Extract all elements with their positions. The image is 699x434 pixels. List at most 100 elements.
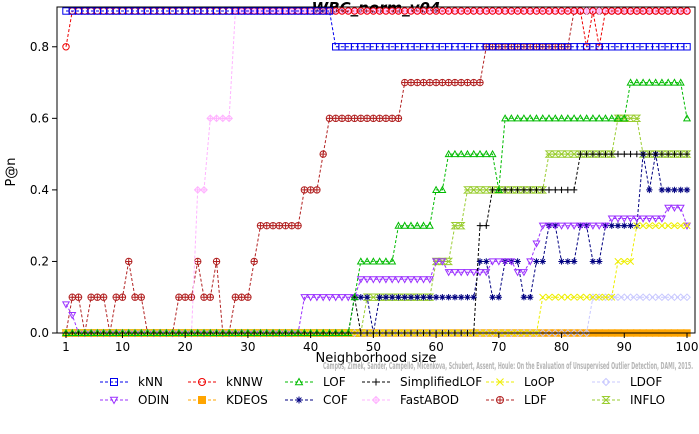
data-point bbox=[382, 294, 390, 301]
data-point bbox=[626, 215, 635, 223]
data-point bbox=[657, 78, 666, 86]
data-point bbox=[469, 186, 479, 194]
data-point bbox=[519, 269, 528, 277]
data-point bbox=[312, 294, 321, 302]
data-point bbox=[344, 114, 352, 123]
data-point bbox=[613, 215, 623, 223]
data-point bbox=[539, 186, 546, 194]
x-tick-label: 40 bbox=[303, 340, 318, 354]
data-point bbox=[432, 258, 441, 266]
data-point bbox=[482, 329, 491, 337]
data-point bbox=[526, 294, 534, 301]
plot-area bbox=[61, 7, 692, 338]
data-point bbox=[225, 114, 233, 123]
data-point bbox=[137, 293, 145, 301]
legend-marker bbox=[109, 396, 119, 405]
data-point bbox=[658, 150, 666, 158]
data-point bbox=[269, 221, 277, 230]
data-point bbox=[632, 78, 641, 86]
data-point bbox=[620, 114, 629, 122]
legend-item-lof: LOF bbox=[285, 375, 346, 389]
data-point bbox=[601, 293, 610, 301]
data-point bbox=[595, 114, 604, 122]
data-point bbox=[357, 294, 365, 301]
data-point bbox=[99, 293, 108, 301]
data-point bbox=[520, 294, 528, 301]
data-point bbox=[476, 78, 484, 87]
data-point bbox=[651, 293, 660, 302]
data-point bbox=[526, 329, 535, 337]
data-point bbox=[194, 257, 202, 266]
data-point bbox=[425, 221, 434, 229]
data-point bbox=[395, 294, 402, 301]
legend-item-cof: COF bbox=[285, 393, 348, 407]
legend-label: COF bbox=[323, 393, 348, 407]
data-point bbox=[613, 114, 623, 122]
data-point bbox=[212, 257, 221, 266]
data-point bbox=[363, 276, 372, 284]
data-point bbox=[508, 186, 515, 194]
x-tick-label: 10 bbox=[115, 340, 130, 354]
data-point bbox=[419, 276, 428, 284]
data-point bbox=[414, 294, 421, 301]
data-point bbox=[545, 293, 553, 301]
legend-label: LOF bbox=[323, 375, 346, 389]
data-point bbox=[514, 186, 521, 194]
data-point bbox=[582, 114, 591, 122]
data-point bbox=[369, 114, 378, 123]
data-point bbox=[507, 329, 516, 337]
data-point bbox=[670, 222, 679, 230]
legend-marker bbox=[110, 378, 118, 386]
series-line bbox=[66, 82, 688, 334]
data-point bbox=[544, 114, 554, 122]
data-point bbox=[212, 114, 221, 123]
x-tick-label: 50 bbox=[366, 340, 381, 354]
data-point bbox=[582, 222, 591, 230]
data-point bbox=[388, 276, 397, 284]
data-point bbox=[300, 186, 309, 194]
data-point bbox=[569, 150, 579, 158]
data-point bbox=[645, 293, 654, 302]
data-point bbox=[74, 293, 83, 301]
legend-item-knnw: kNNW bbox=[188, 375, 263, 389]
data-point bbox=[507, 258, 516, 266]
data-point bbox=[489, 186, 496, 194]
data-point bbox=[676, 293, 685, 302]
data-point bbox=[601, 222, 610, 230]
data-point bbox=[682, 114, 692, 122]
data-point bbox=[557, 150, 566, 158]
data-point bbox=[539, 258, 546, 265]
legend-label: kNN bbox=[138, 375, 163, 389]
data-point bbox=[476, 258, 484, 265]
data-point bbox=[61, 301, 71, 309]
data-point bbox=[306, 294, 315, 302]
data-point bbox=[677, 222, 685, 230]
data-point bbox=[602, 150, 609, 158]
data-point bbox=[325, 7, 334, 15]
legend-label: LoOP bbox=[524, 375, 555, 389]
x-tick-label: 100 bbox=[676, 340, 699, 354]
data-point bbox=[627, 222, 634, 229]
data-point bbox=[481, 186, 491, 194]
legend-item-ldf: LDF bbox=[486, 393, 547, 407]
x-tick-label: 30 bbox=[240, 340, 255, 354]
data-point bbox=[608, 293, 616, 301]
legend-item-inflo: INFLO bbox=[592, 393, 665, 407]
legend-label: INFLO bbox=[630, 393, 665, 407]
data-point bbox=[444, 78, 453, 87]
data-point bbox=[538, 329, 547, 337]
data-point bbox=[570, 293, 578, 301]
legend-marker bbox=[496, 396, 504, 404]
data-point bbox=[557, 222, 566, 230]
data-point bbox=[406, 221, 416, 229]
data-point bbox=[131, 293, 139, 301]
data-point bbox=[576, 222, 585, 230]
data-point bbox=[444, 149, 453, 158]
data-point bbox=[683, 43, 691, 51]
data-point bbox=[388, 257, 397, 265]
data-point bbox=[658, 293, 666, 302]
data-point bbox=[125, 257, 133, 266]
data-point bbox=[463, 78, 472, 87]
data-point bbox=[325, 294, 334, 302]
